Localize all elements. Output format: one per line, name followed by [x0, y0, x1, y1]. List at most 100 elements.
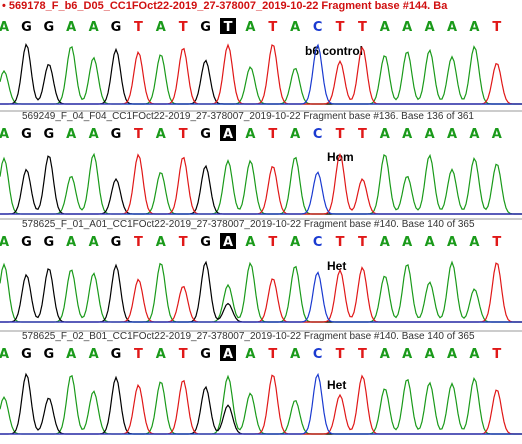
base-call: T: [492, 347, 501, 362]
base-call: G: [111, 235, 122, 250]
highlight-box: [220, 125, 236, 141]
base-call: A: [425, 347, 435, 362]
trace: [0, 152, 522, 215]
base-call: A: [380, 235, 390, 250]
base-call: T: [134, 235, 143, 250]
base-call: A: [380, 127, 390, 142]
base-call: A: [223, 127, 233, 142]
base-call: A: [447, 347, 457, 362]
base-call: A: [290, 127, 300, 142]
base-call: A: [290, 347, 300, 362]
base-call: T: [179, 347, 188, 362]
base-call: T: [179, 127, 188, 142]
panel: 578625_F_02_B01_CC1FOct22-2019_27-378007…: [0, 330, 522, 435]
base-call: T: [268, 127, 277, 142]
trace: [0, 271, 522, 323]
highlight-box: [220, 345, 236, 361]
base-call: T: [134, 20, 143, 35]
base-call: A: [66, 20, 76, 35]
base-call: A: [223, 235, 233, 250]
base-call: A: [156, 127, 166, 142]
base-call: A: [156, 20, 166, 35]
base-call: T: [492, 20, 501, 35]
base-call: C: [313, 347, 323, 362]
base-call: A: [469, 235, 479, 250]
trace: [0, 260, 522, 323]
base-call: A: [245, 235, 255, 250]
panel: • 569178_F_b6_D05_CC1FOct22-2019_27-3780…: [0, 0, 522, 105]
highlight-box: [220, 233, 236, 249]
base-call: A: [290, 20, 300, 35]
base-call: G: [21, 127, 32, 142]
base-call: T: [492, 235, 501, 250]
trace: [0, 374, 522, 435]
base-call: G: [21, 235, 32, 250]
base-call: C: [313, 235, 323, 250]
panel-header: • 569178_F_b6_D05_CC1FOct22-2019_27-3780…: [2, 0, 448, 12]
panel: 578625_F_01_A01_CC1FOct22-2019_27-378007…: [0, 218, 522, 323]
base-call: G: [200, 127, 211, 142]
base-call: T: [268, 20, 277, 35]
base-call: A: [447, 20, 457, 35]
base-call: T: [336, 235, 345, 250]
trace: [0, 260, 522, 323]
trace: [0, 372, 522, 435]
base-call: A: [89, 347, 99, 362]
base-call: T: [336, 20, 345, 35]
panel-header: 578625_F_02_B01_CC1FOct22-2019_27-378007…: [22, 331, 475, 342]
base-call: T: [134, 127, 143, 142]
base-call: T: [358, 235, 367, 250]
sample-label: b6 control: [305, 44, 363, 58]
base-call: A: [402, 127, 412, 142]
trace: [0, 171, 522, 215]
base-call: A: [469, 20, 479, 35]
base-call: G: [43, 347, 54, 362]
base-call: G: [43, 20, 54, 35]
trace: [0, 45, 522, 105]
base-call: A: [425, 20, 435, 35]
base-call: G: [111, 20, 122, 35]
base-call: T: [179, 20, 188, 35]
base-call: G: [111, 127, 122, 142]
base-call: T: [358, 20, 367, 35]
trace: [0, 262, 522, 323]
base-call: A: [245, 127, 255, 142]
base-call: C: [313, 20, 323, 35]
base-call: C: [313, 127, 323, 142]
base-call: G: [43, 127, 54, 142]
base-call: A: [156, 235, 166, 250]
panel: 569249_F_04_F04_CC1FOct22-2019_27-378007…: [0, 110, 522, 215]
base-call: A: [380, 20, 390, 35]
base-call: A: [469, 127, 479, 142]
base-call: A: [66, 235, 76, 250]
base-call: T: [268, 235, 277, 250]
base-call: A: [447, 235, 457, 250]
base-call: A: [66, 127, 76, 142]
base-call: T: [358, 127, 367, 142]
base-call: A: [245, 347, 255, 362]
base-call: A: [425, 235, 435, 250]
base-call: G: [200, 20, 211, 35]
base-call: T: [134, 347, 143, 362]
panel-header: 578625_F_01_A01_CC1FOct22-2019_27-378007…: [22, 219, 475, 230]
base-call: A: [402, 235, 412, 250]
base-call: T: [179, 235, 188, 250]
base-call: A: [66, 347, 76, 362]
base-call: A: [447, 127, 457, 142]
base-call: A: [380, 347, 390, 362]
base-call: G: [43, 235, 54, 250]
base-call: G: [200, 347, 211, 362]
trace: [0, 43, 522, 105]
base-call: A: [0, 347, 9, 362]
base-call: A: [469, 347, 479, 362]
base-call: A: [402, 20, 412, 35]
base-call: A: [156, 347, 166, 362]
base-call: A: [89, 235, 99, 250]
base-call: A: [89, 127, 99, 142]
base-call: T: [268, 347, 277, 362]
base-call: T: [358, 347, 367, 362]
base-call: A: [0, 20, 9, 35]
sample-label: Het: [327, 259, 346, 273]
base-call: A: [290, 235, 300, 250]
